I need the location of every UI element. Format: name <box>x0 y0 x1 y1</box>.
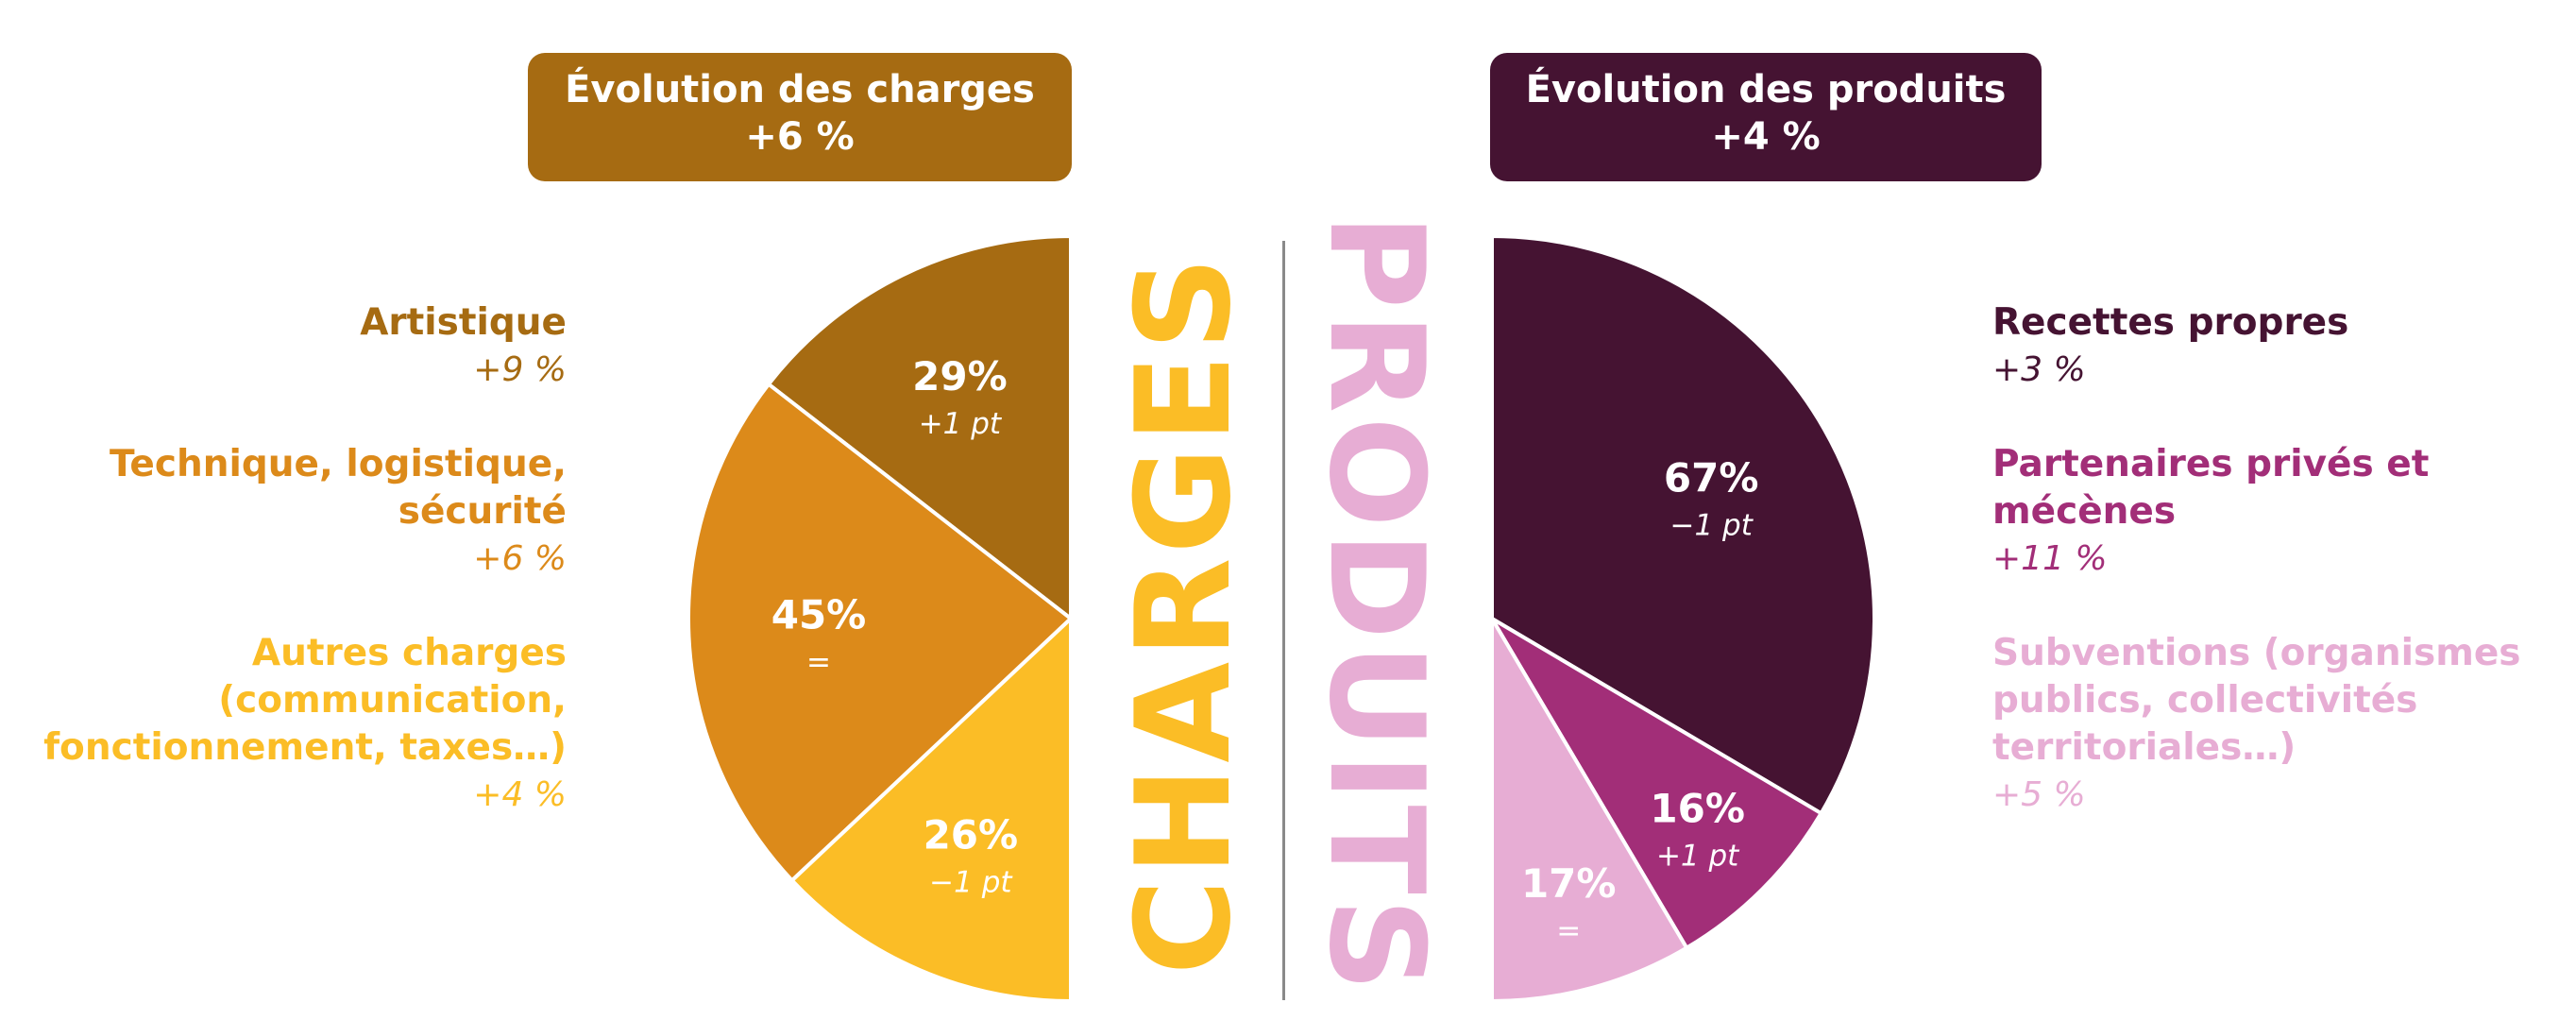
charges-banner-title: Évolution des charges <box>565 68 1035 111</box>
produits-legend-change-1: +11 % <box>1992 539 2108 578</box>
pie-right-slice-2 <box>1490 617 1689 1003</box>
charges-legend-label-2-2: fonctionnement, taxes…) <box>43 726 567 769</box>
charges-legend-item-0: Artistique +9 % <box>0 299 567 394</box>
produits-legend-label-2-2: territoriales…) <box>1992 726 2296 769</box>
charges-legend-item-2: Autres charges (communication, fonctionnem… <box>0 630 567 819</box>
pie-left-change-label-1: = <box>806 646 831 680</box>
pie-left-change-label-2: −1 pt <box>929 865 1013 899</box>
produits-banner: Évolution des produits +4 % <box>1490 53 2042 181</box>
pie-left-slice-2 <box>789 617 1073 1003</box>
pie-right-slice-0 <box>1490 234 1876 816</box>
pie-left-change-label-0: +1 pt <box>919 407 1003 441</box>
produits-legend-item-1: Partenaires privés et mécènes +11 % <box>1992 441 2559 583</box>
pie-left-value-label-1: 45% <box>771 592 867 638</box>
pie-right-value-label-1: 16% <box>1650 786 1745 832</box>
charges-legend-label-2-1: (communication, <box>218 679 567 722</box>
charges-legend-change-1: +6 % <box>473 539 567 578</box>
charges-legend-item-1: Technique, logistique, sécurité +6 % <box>0 441 567 583</box>
produits-banner-change: +4 % <box>1711 115 1821 159</box>
produits-vertical-label: PRODUITS <box>1300 212 1452 996</box>
produits-legend-change-0: +3 % <box>1992 350 2086 389</box>
charges-banner-change: +6 % <box>745 115 855 159</box>
pie-right-change-label-0: −1 pt <box>1669 509 1754 543</box>
produits-legend-change-2: +5 % <box>1992 775 2086 814</box>
charges-banner: Évolution des charges +6 % <box>528 53 1072 181</box>
charges-legend-label-1-0: Technique, logistique, <box>109 443 567 485</box>
charges-legend-change-0: +9 % <box>473 350 567 389</box>
produits-legend-item-0: Recettes propres +3 % <box>1992 299 2559 394</box>
charges-vertical-label: CHARGES <box>1108 252 1260 976</box>
produits-legend-label-1-1: mécènes <box>1992 490 2177 533</box>
pie-right-change-label-1: +1 pt <box>1656 840 1740 874</box>
produits-legend-label-2-1: publics, collectivités <box>1992 679 2418 722</box>
pie-right-value-label-2: 17% <box>1521 860 1617 907</box>
center-divider <box>1282 241 1285 1000</box>
pie-left-slice-1 <box>686 382 1073 883</box>
produits-legend-label-0-0: Recettes propres <box>1992 301 2349 344</box>
charges-legend-label-0-0: Artistique <box>360 301 567 344</box>
produits-banner-title: Évolution des produits <box>1525 68 2007 111</box>
pie-right-change-label-2: = <box>1556 914 1581 948</box>
produits-legend-item-2: Subventions (organismes publics, collecti… <box>1992 630 2559 819</box>
charges-legend-change-2: +4 % <box>473 775 567 814</box>
pie-left-value-label-2: 26% <box>924 811 1019 858</box>
pie-left-value-label-0: 29% <box>912 353 1008 400</box>
pie-right-value-label-0: 67% <box>1664 455 1759 502</box>
produits-legend-label-2-0: Subventions (organismes <box>1992 632 2521 674</box>
pie-left-slice-0 <box>766 234 1073 620</box>
pie-right-slice-1 <box>1490 617 1823 950</box>
produits-legend-label-1-0: Partenaires privés et <box>1992 443 2430 485</box>
charges-legend-label-1-1: sécurité <box>398 490 567 533</box>
charges-legend-label-2-0: Autres charges <box>251 632 567 674</box>
